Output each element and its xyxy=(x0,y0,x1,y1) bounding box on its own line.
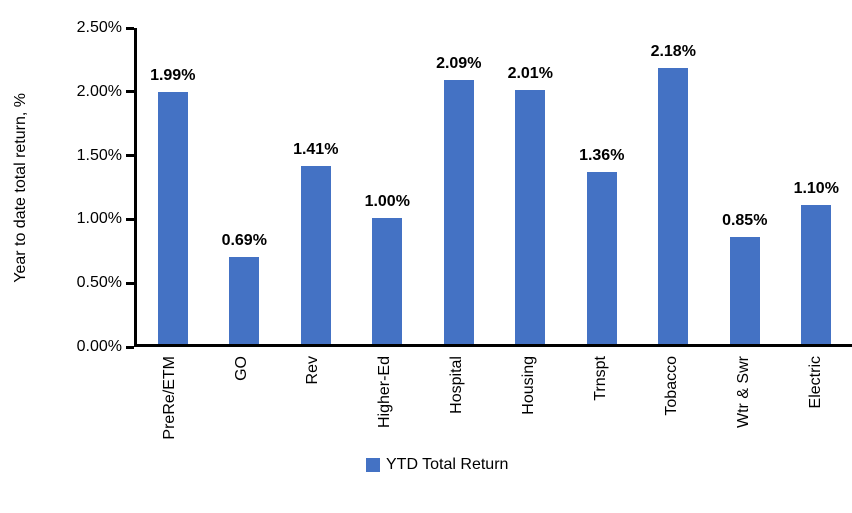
y-tick-label: 0.00% xyxy=(76,338,122,355)
bar-slot: 1.00% xyxy=(352,28,424,344)
bar-slot: 2.09% xyxy=(423,28,495,344)
bar-housing xyxy=(515,89,546,344)
x-category-label: Tobacco xyxy=(663,356,681,416)
y-tick-label: 2.50% xyxy=(76,19,122,36)
y-tick-mark xyxy=(126,281,134,285)
bar-value-label: 1.36% xyxy=(579,147,625,165)
x-label-slot: Electric xyxy=(780,356,852,468)
y-tick-mark xyxy=(126,26,134,30)
bar-slot: 1.36% xyxy=(566,28,638,344)
bar-value-label: 1.99% xyxy=(150,67,196,85)
x-label-slot: Tobacco xyxy=(637,356,709,468)
x-category-label: GO xyxy=(232,356,250,381)
bar-hospital xyxy=(443,79,474,344)
legend-swatch-icon xyxy=(366,458,380,472)
plot-area: 1.99% 0.69% 1.41% 1.00% 2.09% 2.01% 1.36% 2.18%… xyxy=(134,28,852,347)
y-tick-label: 1.00% xyxy=(76,210,122,228)
bar-value-label: 2.09% xyxy=(436,54,482,72)
x-category-label: Rev xyxy=(304,356,322,385)
bar-slot: 1.10% xyxy=(781,28,852,344)
y-axis-title-text: Year to date total return, % xyxy=(12,92,29,283)
bar-slot: 1.41% xyxy=(280,28,352,344)
x-label-slot: Wtr & Swr xyxy=(708,356,780,468)
x-category-label: Housing xyxy=(519,356,537,415)
bar-value-label: 1.41% xyxy=(293,140,339,158)
bar-prere-etm xyxy=(157,92,188,344)
x-axis-labels: PreRe/ETM GO Rev Higher-Ed Hospital Housing Tr… xyxy=(134,356,852,468)
bar-slot: 1.99% xyxy=(137,28,209,344)
bar-value-label: 0.69% xyxy=(221,231,267,249)
bar-value-label: 0.85% xyxy=(722,211,768,229)
bar-slot: 0.69% xyxy=(209,28,281,344)
y-tick-label: 1.50% xyxy=(76,146,122,164)
y-tick-mark xyxy=(126,345,134,349)
bar-slot: 2.18% xyxy=(638,28,710,344)
x-label-slot: Rev xyxy=(278,356,350,468)
y-tick-mark xyxy=(126,90,134,94)
x-category-label: Hospital xyxy=(448,356,466,414)
bar-wtr-swr xyxy=(729,236,760,344)
bar-value-label: 1.00% xyxy=(364,192,410,210)
bar-slot: 0.85% xyxy=(709,28,781,344)
x-label-slot: Housing xyxy=(493,356,565,468)
y-axis-title: Year to date total return, % xyxy=(12,28,30,347)
bar-trnspt xyxy=(586,172,617,344)
x-category-label: Electric xyxy=(807,356,825,409)
bar-tobacco xyxy=(658,68,689,344)
legend-label: YTD Total Return xyxy=(386,456,509,473)
bar-value-label: 2.18% xyxy=(650,43,696,61)
legend: YTD Total Return xyxy=(366,456,508,474)
bar-higher-ed xyxy=(372,217,403,344)
x-category-label: Trnspt xyxy=(591,356,609,401)
y-tick-label: 0.50% xyxy=(76,274,122,292)
bar-electric xyxy=(801,204,832,344)
x-label-slot: Higher-Ed xyxy=(349,356,421,468)
bar-rev xyxy=(300,165,331,344)
bar-value-label: 2.01% xyxy=(507,64,553,82)
x-label-slot: Trnspt xyxy=(565,356,637,468)
bar-value-label: 1.10% xyxy=(793,179,839,197)
x-label-slot: PreRe/ETM xyxy=(134,356,206,468)
y-tick-mark xyxy=(126,217,134,221)
x-category-label: PreRe/ETM xyxy=(160,356,178,440)
x-label-slot: Hospital xyxy=(421,356,493,468)
x-category-label: Wtr & Swr xyxy=(735,356,753,428)
x-category-label: Higher-Ed xyxy=(376,356,394,429)
y-tick-label: 2.00% xyxy=(76,82,122,100)
x-label-slot: GO xyxy=(206,356,278,468)
bar-slot: 2.01% xyxy=(495,28,567,344)
bar-go xyxy=(229,256,260,344)
y-tick-mark xyxy=(126,154,134,158)
